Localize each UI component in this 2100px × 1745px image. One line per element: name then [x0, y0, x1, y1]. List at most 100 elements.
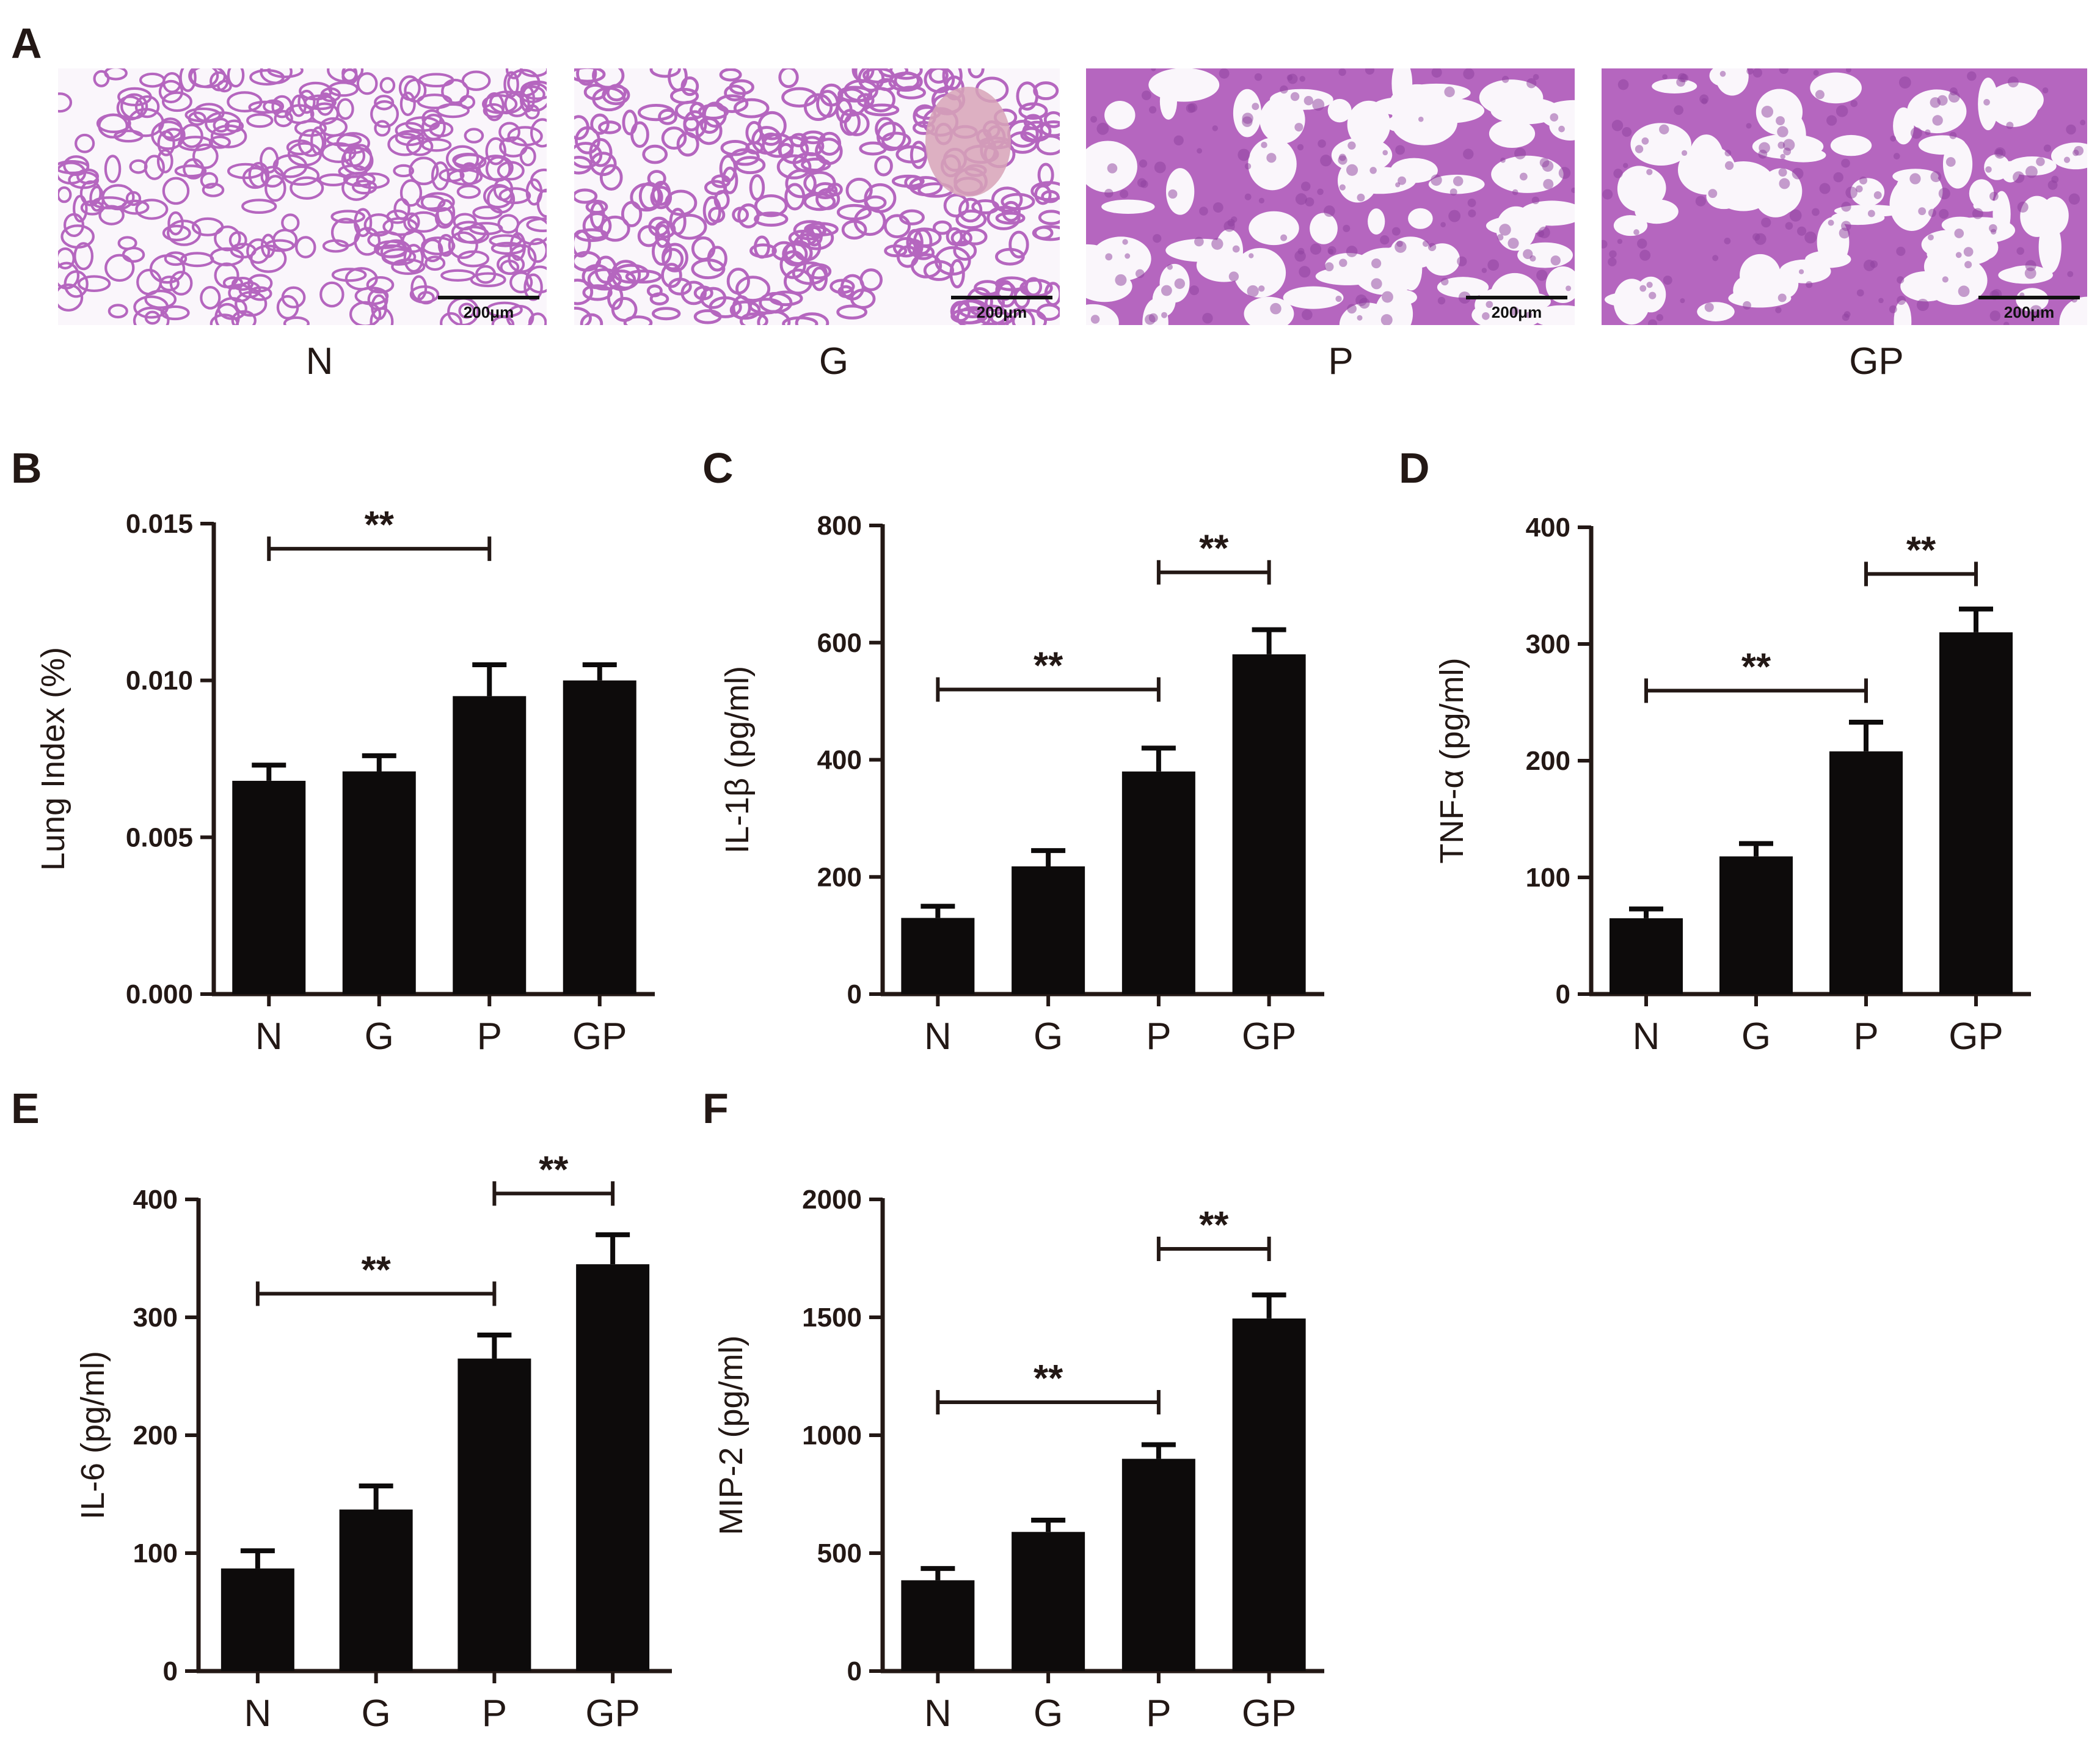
cell-cluster	[1639, 249, 1651, 261]
cell-cluster	[1440, 277, 1449, 286]
cell-cluster	[1317, 188, 1324, 196]
significance-label: **	[1906, 529, 1936, 571]
bar-gp	[563, 680, 636, 994]
cell-cluster	[1212, 125, 1219, 131]
cell-cluster	[1712, 255, 1719, 262]
cell-cluster	[1828, 219, 1834, 226]
alveolar-wall	[291, 94, 307, 117]
cell-cluster	[2036, 157, 2045, 166]
cell-cluster	[1141, 90, 1151, 100]
alveolar-wall	[906, 229, 924, 257]
cell-cluster	[1746, 68, 1754, 75]
cell-cluster	[1778, 168, 1787, 177]
alveolar-wall	[625, 269, 662, 284]
alveolar-space	[1148, 68, 1220, 102]
alveolar-wall	[149, 254, 186, 284]
alveolar-wall	[1033, 81, 1059, 100]
y-tick-label: 0	[847, 1656, 862, 1686]
panel-letter-a: A	[11, 20, 42, 67]
alveolar-wall	[387, 132, 422, 156]
alveolar-wall	[246, 113, 274, 128]
bar-p	[458, 1358, 531, 1671]
alveolar-wall	[63, 213, 85, 238]
alveolar-wall	[574, 155, 592, 175]
alveolar-wall	[453, 213, 477, 231]
alveolar-wall	[530, 118, 547, 148]
cell-cluster	[1270, 302, 1282, 315]
alveolar-wall	[574, 115, 589, 141]
alveolar-wall	[164, 251, 188, 266]
alveolar-space	[1545, 266, 1575, 304]
alveolar-wall	[661, 126, 687, 150]
alveolar-wall	[295, 236, 316, 258]
alveolar-wall	[702, 101, 727, 128]
cell-cluster	[1602, 189, 1613, 200]
alveolar-wall	[884, 244, 908, 257]
alveolar-space	[1810, 72, 1862, 104]
cell-cluster	[2043, 144, 2052, 152]
alveolar-wall	[574, 251, 602, 272]
cell-cluster	[1310, 243, 1322, 255]
alveolar-wall	[800, 136, 825, 156]
alveolar-space	[1540, 100, 1575, 131]
cell-cluster	[2030, 305, 2043, 318]
cell-cluster	[1850, 100, 1858, 108]
cell-cluster	[1806, 281, 1813, 288]
cell-cluster	[1611, 120, 1624, 131]
alveolar-wall	[158, 79, 184, 104]
alveolar-wall	[133, 306, 170, 325]
cell-cluster	[1898, 76, 1911, 89]
cell-cluster	[1318, 139, 1326, 148]
alveolar-wall	[363, 213, 394, 237]
alveolar-wall	[330, 210, 365, 224]
alveolar-space	[2059, 296, 2087, 325]
alveolar-wall	[702, 196, 721, 226]
cell-cluster	[1928, 234, 1934, 241]
cell-cluster	[1609, 250, 1617, 258]
cell-cluster	[1324, 262, 1334, 272]
cell-cluster	[1145, 314, 1156, 325]
alveolar-space	[1830, 134, 1872, 156]
cell-cluster	[1453, 176, 1464, 186]
alveolar-wall	[991, 186, 1023, 213]
cell-cluster	[1499, 224, 1511, 236]
alveolar-wall	[803, 93, 833, 121]
alveolar-wall	[448, 231, 478, 259]
cell-cluster	[1501, 76, 1509, 83]
alveolar-wall	[647, 170, 666, 188]
alveolar-wall	[955, 209, 987, 230]
alveolar-wall	[374, 95, 395, 111]
scale-bar-label: 200μm	[464, 303, 514, 321]
cell-cluster	[1637, 238, 1647, 249]
alveolar-wall	[483, 103, 505, 119]
alveolar-wall	[778, 68, 799, 89]
alveolar-wall	[521, 82, 547, 112]
alveolar-space	[1347, 100, 1391, 149]
alveolar-space	[1331, 137, 1393, 173]
cell-cluster	[1173, 135, 1184, 145]
alveolar-wall	[409, 285, 440, 304]
cell-cluster	[1299, 76, 1305, 82]
cell-cluster	[1369, 167, 1377, 174]
alveolar-space	[1781, 148, 1826, 163]
cell-cluster	[1639, 285, 1647, 292]
alveolar-wall	[642, 144, 668, 164]
bar-gp	[1232, 654, 1306, 994]
alveolar-wall	[611, 260, 641, 290]
cell-cluster	[1197, 148, 1203, 154]
cell-cluster	[1526, 78, 1537, 89]
cell-cluster	[1199, 207, 1208, 216]
cell-cluster	[1161, 312, 1168, 318]
alveolar-space	[1233, 247, 1286, 298]
alveolar-space	[1850, 178, 1885, 207]
alveolar-wall	[749, 298, 784, 315]
cell-cluster	[1448, 210, 1461, 222]
alveolar-wall	[574, 279, 594, 305]
x-tick-label: G	[1034, 1692, 1063, 1735]
alveolar-wall	[436, 103, 470, 119]
alveolar-wall	[781, 87, 817, 108]
x-tick-label: N	[924, 1692, 952, 1735]
cell-cluster	[2006, 122, 2014, 130]
